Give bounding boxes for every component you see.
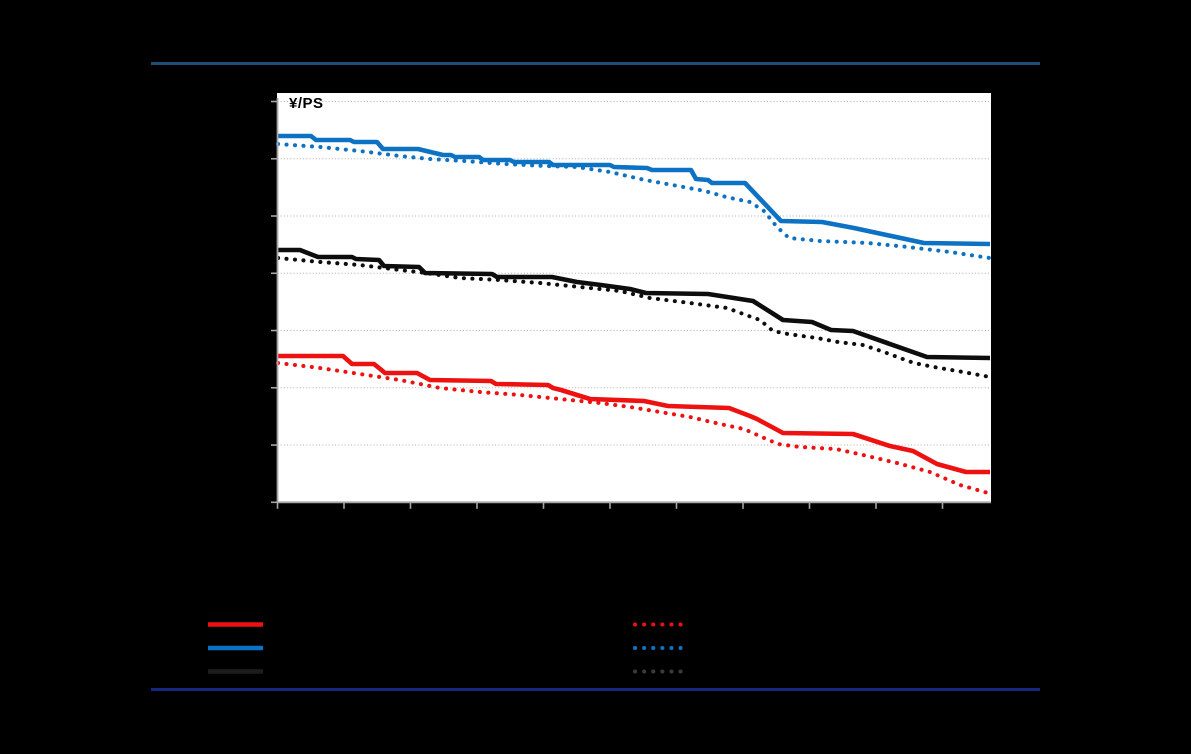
footer-rule bbox=[151, 688, 1040, 691]
black-dotted-series-line bbox=[276, 256, 992, 379]
red-dotted-series-line bbox=[276, 361, 990, 495]
blue-solid-series-line bbox=[278, 133, 991, 247]
plot-area bbox=[277, 93, 991, 503]
black-solid-series-line bbox=[278, 247, 991, 361]
red-solid-series-line bbox=[278, 353, 990, 475]
y-axis-unit-label: ¥/PS bbox=[289, 95, 324, 112]
blue-dotted-series-line bbox=[276, 142, 992, 260]
header-rule bbox=[151, 62, 1040, 65]
